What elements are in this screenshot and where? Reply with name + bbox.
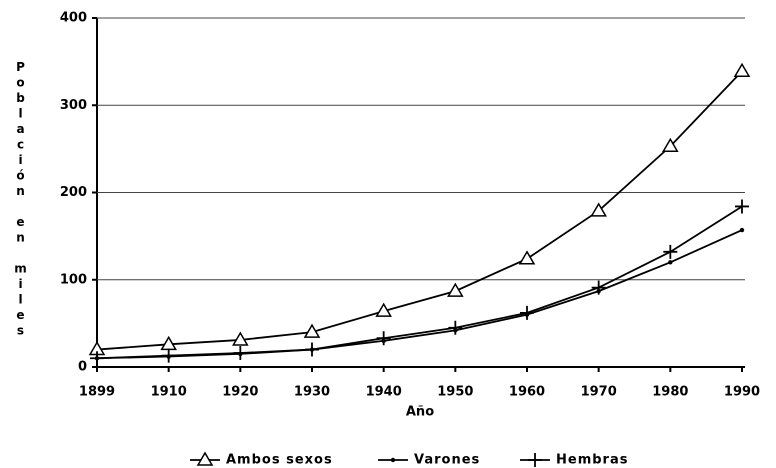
x-tick-label: 1970 — [581, 385, 617, 400]
x-tick-label: 1930 — [294, 385, 330, 400]
series-line — [96, 205, 743, 360]
marker — [591, 280, 606, 295]
x-tick-label: 1960 — [509, 385, 545, 400]
x-tick-label: 1980 — [652, 385, 688, 400]
marker — [520, 305, 534, 320]
marker — [305, 342, 319, 357]
x-tick-label: 1899 — [79, 385, 115, 400]
marker — [233, 346, 248, 361]
marker — [662, 137, 679, 153]
y-axis-label: Población en miles — [14, 60, 28, 339]
legend-label: Varones — [414, 453, 480, 468]
y-tick-label: 0 — [78, 360, 87, 375]
marker — [376, 331, 391, 346]
legend-label: Ambos sexos — [226, 453, 333, 468]
x-tick-label: 1910 — [151, 385, 187, 400]
series-line — [96, 70, 743, 351]
marker — [735, 199, 749, 214]
marker — [448, 320, 463, 335]
marker — [390, 457, 396, 463]
marker — [232, 331, 249, 346]
marker — [303, 323, 321, 338]
marker — [518, 250, 536, 265]
x-tick-label: 1920 — [222, 385, 258, 400]
x-tick-label: 1940 — [366, 385, 402, 400]
marker — [447, 282, 464, 297]
marker — [739, 227, 745, 233]
series-line — [96, 229, 743, 360]
marker — [663, 244, 678, 259]
x-axis-label: Año — [406, 405, 434, 420]
x-tick-label: 1990 — [724, 385, 760, 400]
marker — [196, 451, 214, 466]
marker — [90, 351, 104, 366]
y-tick-label: 400 — [60, 11, 87, 26]
x-tick-label: 1950 — [437, 385, 473, 400]
marker — [528, 453, 542, 467]
marker — [668, 260, 673, 265]
legend-label: Hembras — [556, 453, 628, 468]
y-tick-label: 200 — [60, 185, 87, 200]
y-tick-label: 300 — [60, 98, 87, 113]
marker — [733, 62, 751, 77]
marker — [375, 302, 392, 317]
marker — [590, 202, 607, 217]
y-tick-label: 100 — [60, 272, 87, 287]
marker — [161, 348, 176, 363]
